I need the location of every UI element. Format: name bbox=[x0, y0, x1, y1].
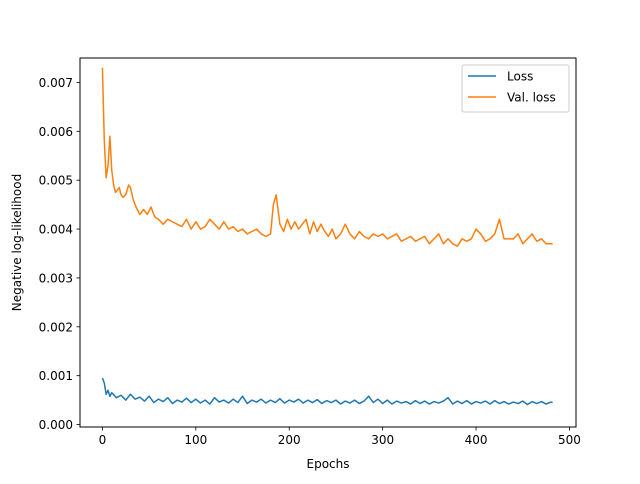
legend-label-2: Val. loss bbox=[507, 91, 556, 105]
x-tick-label: 0 bbox=[99, 433, 107, 447]
series-line-1 bbox=[101, 377, 553, 406]
y-tick-label: 0.007 bbox=[39, 76, 73, 90]
y-tick-label: 0.000 bbox=[39, 418, 73, 432]
y-tick-label: 0.003 bbox=[39, 271, 73, 285]
y-tick-label: 0.002 bbox=[39, 320, 73, 334]
x-axis-label: Epochs bbox=[307, 457, 350, 471]
x-tick-label: 400 bbox=[465, 433, 488, 447]
axes-frame bbox=[79, 57, 577, 428]
y-tick-label: 0.001 bbox=[39, 369, 73, 383]
y-axis-label: Negative log-likelihood bbox=[10, 174, 24, 311]
x-tick-label: 200 bbox=[278, 433, 301, 447]
y-tick-label: 0.006 bbox=[39, 125, 73, 139]
series-line-2 bbox=[101, 67, 553, 247]
y-tick-label: 0.005 bbox=[39, 174, 73, 188]
y-tick-label: 0.004 bbox=[39, 223, 73, 237]
legend-label-1: Loss bbox=[507, 70, 533, 84]
plot-area bbox=[101, 67, 553, 406]
x-tick-label: 300 bbox=[371, 433, 394, 447]
legend: Loss Val. loss bbox=[461, 64, 570, 113]
x-tick-label: 500 bbox=[558, 433, 581, 447]
x-tick-label: 100 bbox=[184, 433, 207, 447]
axis-ticks: 0 100 200 300 400 500 0.000 0.001 0.002 0.003 0.00… bbox=[39, 76, 581, 447]
